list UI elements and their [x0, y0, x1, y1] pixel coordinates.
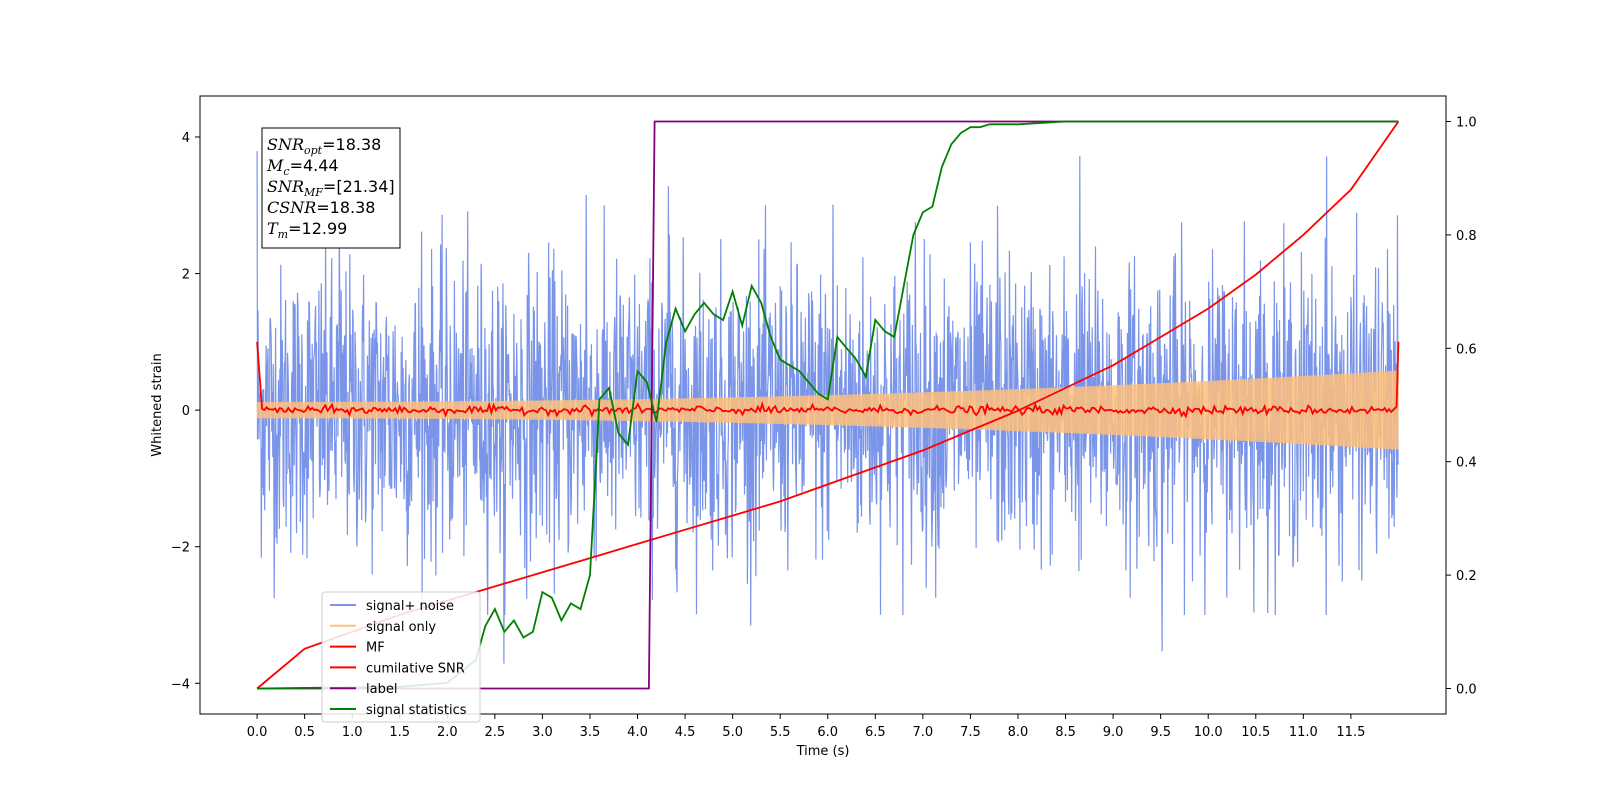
x-tick-label: 9.0	[1103, 725, 1124, 740]
x-tick-label: 3.0	[532, 725, 553, 740]
y2-tick-label: 0.8	[1456, 229, 1477, 244]
y-axis-right: 0.0 0.2 0.4 0.6 0.8 1.0	[1446, 116, 1477, 697]
annotation-value: =18.38	[322, 135, 381, 154]
y-tick-label: −4	[171, 677, 190, 692]
x-tick-label: 7.5	[960, 725, 981, 740]
x-axis: 0.0 0.5 1.0 1.5 2.0 2.5 3.0 3.5 4.0 4.5 5.0 5.5 6.0 6…	[247, 714, 1365, 740]
y-tick-label: 4	[182, 131, 190, 146]
annotation-symbol: M	[266, 156, 284, 175]
series-signal-statistics	[257, 120, 1399, 690]
x-tick-label: 1.0	[342, 725, 363, 740]
annotation-symbol: SNR	[267, 177, 304, 196]
annotation-line: SNRMF=[21.34]	[267, 177, 395, 199]
x-tick-label: 6.0	[817, 725, 838, 740]
legend: signal+ noise signal only MF cumilative SNR…	[321, 591, 481, 723]
y-axis-label: Whitened strain	[150, 353, 165, 456]
x-tick-label: 8.0	[1008, 725, 1029, 740]
legend-entry: signal only	[366, 620, 436, 635]
x-tick-label: 0.0	[247, 725, 268, 740]
series-mf	[256, 341, 1400, 419]
legend-entry: signal statistics	[366, 703, 467, 718]
axes-frame	[199, 95, 1447, 715]
annotation-line: SNRopt=18.38	[267, 135, 381, 157]
annotation-box: SNRopt=18.38Mc=4.44SNRMF=[21.34]CSNR=18.…	[261, 127, 401, 249]
x-tick-label: 4.5	[675, 725, 696, 740]
x-tick-label: 10.5	[1241, 725, 1270, 740]
annotation-subscript: opt	[304, 144, 323, 157]
legend-entry: signal+ noise	[366, 599, 454, 614]
y2-tick-label: 0.6	[1456, 342, 1477, 357]
annotation-frame	[261, 127, 401, 249]
y-axis-left: −4 −2 0 2 4	[171, 131, 200, 692]
x-tick-label: 2.0	[437, 725, 458, 740]
x-tick-label: 5.5	[770, 725, 791, 740]
y-tick-label: 2	[182, 268, 190, 283]
x-tick-label: 3.5	[580, 725, 601, 740]
x-tick-label: 5.0	[722, 725, 743, 740]
annotation-value: =4.44	[290, 156, 339, 175]
annotation-line: CSNR=18.38	[267, 198, 375, 217]
x-axis-label: Time (s)	[796, 744, 850, 759]
x-tick-label: 8.5	[1055, 725, 1076, 740]
annotation-symbol: CSNR	[267, 198, 316, 217]
x-tick-label: 6.5	[865, 725, 886, 740]
annotation-symbol: SNR	[267, 135, 304, 154]
x-tick-label: 0.5	[294, 725, 315, 740]
legend-frame	[321, 591, 481, 723]
legend-entry: cumilative SNR	[366, 661, 465, 676]
x-tick-label: 1.5	[389, 725, 410, 740]
x-tick-label: 10.0	[1194, 725, 1223, 740]
x-tick-label: 4.0	[627, 725, 648, 740]
y-tick-label: 0	[182, 404, 190, 419]
x-tick-label: 7.0	[913, 725, 934, 740]
annotation-value: =18.38	[316, 198, 375, 217]
y2-tick-label: 0.4	[1456, 456, 1477, 471]
annotation-subscript: m	[278, 228, 288, 241]
annotation-symbol: T	[267, 219, 279, 238]
annotation-subscript: MF	[303, 186, 323, 199]
annotation-line: Tm=12.99	[267, 219, 347, 241]
x-tick-label: 11.0	[1289, 725, 1318, 740]
y-tick-label: −2	[171, 541, 190, 556]
x-tick-label: 11.5	[1336, 725, 1365, 740]
annotation-value: =[21.34]	[323, 177, 395, 196]
x-tick-label: 9.5	[1150, 725, 1171, 740]
annotation-line: Mc=4.44	[266, 156, 339, 178]
annotation-subscript: c	[283, 165, 289, 178]
annotation-value: =12.99	[288, 219, 347, 238]
y2-tick-label: 0.0	[1456, 682, 1477, 697]
series-signal-noise	[256, 150, 1399, 664]
legend-entry: MF	[366, 641, 385, 656]
y2-tick-label: 0.2	[1456, 569, 1477, 584]
y2-tick-label: 1.0	[1456, 116, 1477, 131]
x-tick-label: 2.5	[485, 725, 506, 740]
legend-entry: label	[366, 682, 397, 697]
